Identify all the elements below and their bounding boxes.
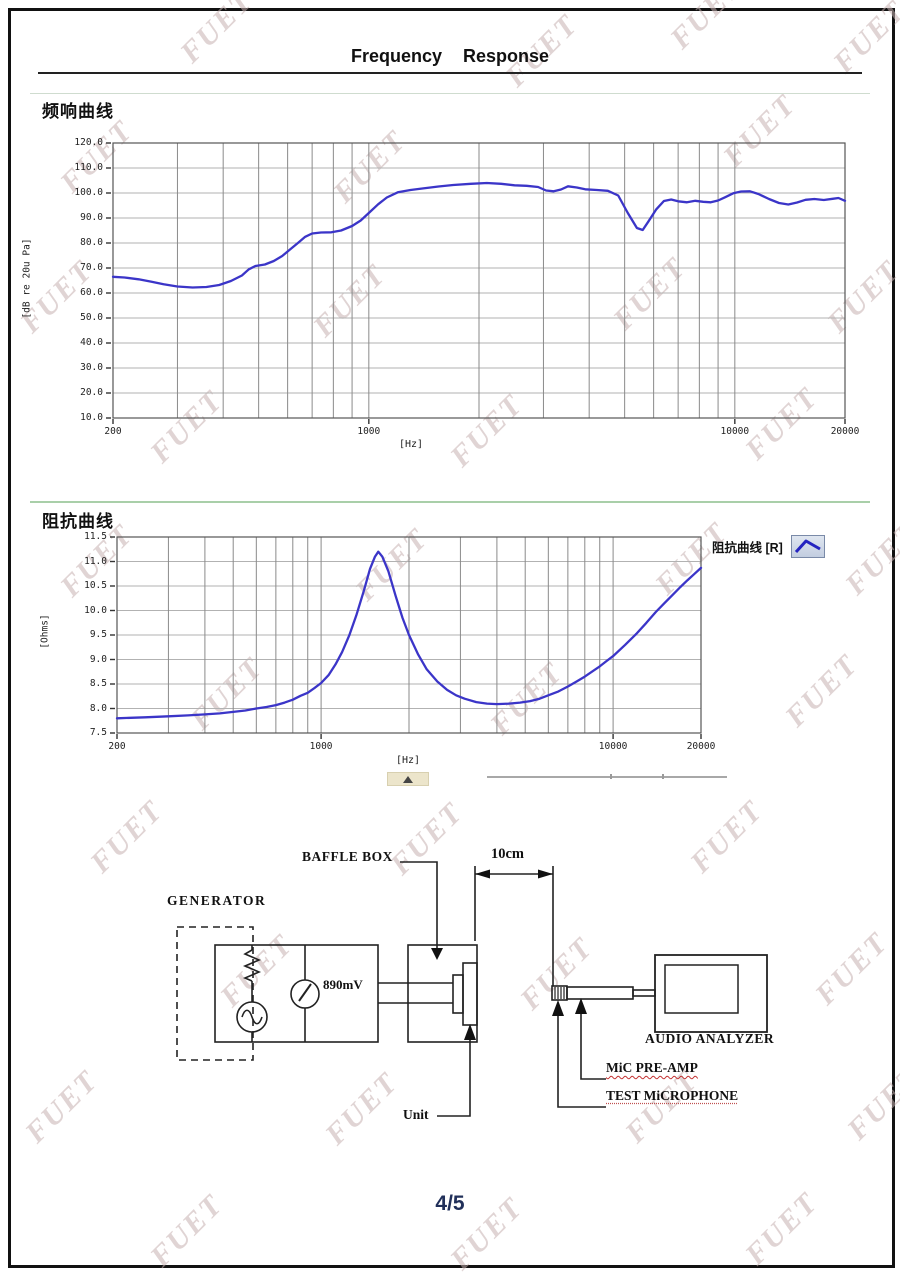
fr-ytick-label: 20.0 bbox=[80, 387, 103, 398]
page-number: 4/5 bbox=[435, 1192, 465, 1215]
fr-ytick-label: 30.0 bbox=[80, 362, 103, 373]
distance-10cm-label: 10cm bbox=[491, 846, 525, 862]
scroll-track[interactable] bbox=[487, 776, 727, 778]
unit-label: Unit bbox=[403, 1107, 429, 1122]
imp-xtick-label: 10000 bbox=[598, 741, 628, 752]
analyzer-screen bbox=[664, 964, 739, 1014]
imp-xtick-label: 1000 bbox=[309, 741, 333, 752]
fr-xtick-label: 10000 bbox=[720, 426, 750, 437]
imp-xtick-label: 200 bbox=[108, 741, 126, 752]
resistor-icon bbox=[242, 949, 262, 982]
scroll-track-tick bbox=[610, 774, 612, 779]
voltage-890mv-label: 890mV bbox=[323, 977, 363, 992]
audio-analyzer-label: AUDIO ANALYZER bbox=[645, 1031, 775, 1046]
fr-ytick-label: 50.0 bbox=[80, 312, 103, 323]
generator-dashed-box bbox=[176, 926, 254, 1061]
fr-y-axis-title: [dB re 20u Pa] bbox=[21, 238, 33, 319]
mic-cable bbox=[632, 989, 656, 997]
page-title: Frequency Response bbox=[350, 46, 550, 66]
generator-label: GENERATOR bbox=[167, 893, 267, 908]
section-divider-top bbox=[30, 93, 870, 94]
imp-x-axis-title: [Hz] bbox=[396, 755, 421, 766]
test-mic-arrow-icon bbox=[552, 1000, 564, 1016]
imp-xtick-label: 20000 bbox=[686, 741, 716, 752]
fr-ytick-label: 10.0 bbox=[80, 412, 103, 423]
section-divider-green bbox=[30, 501, 870, 503]
imp-ytick-label: 9.0 bbox=[89, 653, 107, 665]
fr-ytick-label: 40.0 bbox=[80, 337, 103, 348]
section-title-frequency-curve: 频响曲线 bbox=[42, 102, 114, 121]
impedance-legend: 阻抗曲线 [R] bbox=[712, 535, 825, 558]
slider-up-triangle-icon bbox=[403, 775, 413, 783]
unit-arrow-icon bbox=[464, 1024, 476, 1040]
baffle-box-arrow-icon bbox=[431, 948, 443, 960]
test-mic-leader-line bbox=[557, 1016, 606, 1108]
preamp-leader-line bbox=[580, 1014, 606, 1080]
fr-ytick-label: 60.0 bbox=[80, 287, 103, 298]
fr-xtick-label: 1000 bbox=[357, 426, 381, 437]
baffle-box bbox=[407, 944, 478, 1043]
imp-ytick-label: 8.5 bbox=[89, 678, 107, 689]
fr-x-axis-title: [Hz] bbox=[399, 439, 424, 450]
microphone-capsule bbox=[551, 985, 568, 1001]
mic-preamp-body bbox=[566, 986, 634, 1000]
fr-xtick-label: 20000 bbox=[830, 426, 860, 437]
fr-ytick-label: 120.0 bbox=[74, 137, 103, 148]
mic-preamp-label: MiC PRE-AMP bbox=[606, 1060, 698, 1075]
dimension-arrow-left-icon bbox=[475, 869, 490, 879]
source-meter-box bbox=[214, 944, 379, 1043]
imp-ytick-label: 9.5 bbox=[89, 629, 107, 640]
imp-ytick-label: 10.5 bbox=[84, 580, 107, 591]
imp-ytick-label: 11.0 bbox=[84, 555, 107, 567]
fr-xtick-label: 200 bbox=[104, 426, 122, 437]
legend-curve-icon[interactable] bbox=[790, 535, 825, 558]
fr-ytick-label: 110.0 bbox=[74, 162, 103, 173]
scroll-track-tick bbox=[662, 774, 664, 779]
legend-peak-glyph bbox=[794, 539, 821, 554]
imp-y-axis-title: [Ohms] bbox=[39, 614, 51, 649]
impedance-legend-label: 阻抗曲线 [R] bbox=[712, 541, 783, 555]
baffle-box-leader-line bbox=[400, 861, 438, 948]
page-border-frame bbox=[8, 8, 895, 1268]
speaker-magnet bbox=[452, 974, 464, 1014]
audio-analyzer-box bbox=[654, 954, 768, 1033]
preamp-arrow-icon bbox=[575, 998, 587, 1014]
fr-ytick-label: 70.0 bbox=[80, 262, 103, 273]
imp-ytick-label: 7.5 bbox=[89, 727, 107, 738]
fr-ytick-label: 80.0 bbox=[80, 237, 103, 248]
imp-ytick-label: 11.5 bbox=[84, 531, 107, 542]
imp-ytick-label: 10.0 bbox=[84, 604, 107, 616]
voltmeter-needle-icon bbox=[298, 983, 312, 1002]
capsule-hatch bbox=[554, 987, 565, 999]
fr-ytick-label: 100.0 bbox=[74, 187, 103, 198]
unit-leader-line bbox=[437, 1040, 471, 1117]
dimension-arrow-right-icon bbox=[538, 869, 553, 879]
section-title-impedance-curve: 阻抗曲线 bbox=[42, 512, 114, 531]
baffle-box-label: BAFFLE BOX bbox=[302, 849, 393, 864]
title-rule bbox=[38, 72, 862, 74]
hz-slider-handle[interactable] bbox=[387, 772, 429, 786]
test-microphone-label: TEST MiCROPHONE bbox=[606, 1088, 739, 1103]
sine-wave-icon bbox=[241, 1009, 263, 1025]
measurement-setup-diagram bbox=[176, 861, 768, 1117]
speaker-unit bbox=[462, 962, 478, 1026]
imp-ytick-label: 8.0 bbox=[89, 702, 107, 714]
fr-ytick-label: 90.0 bbox=[80, 212, 103, 223]
